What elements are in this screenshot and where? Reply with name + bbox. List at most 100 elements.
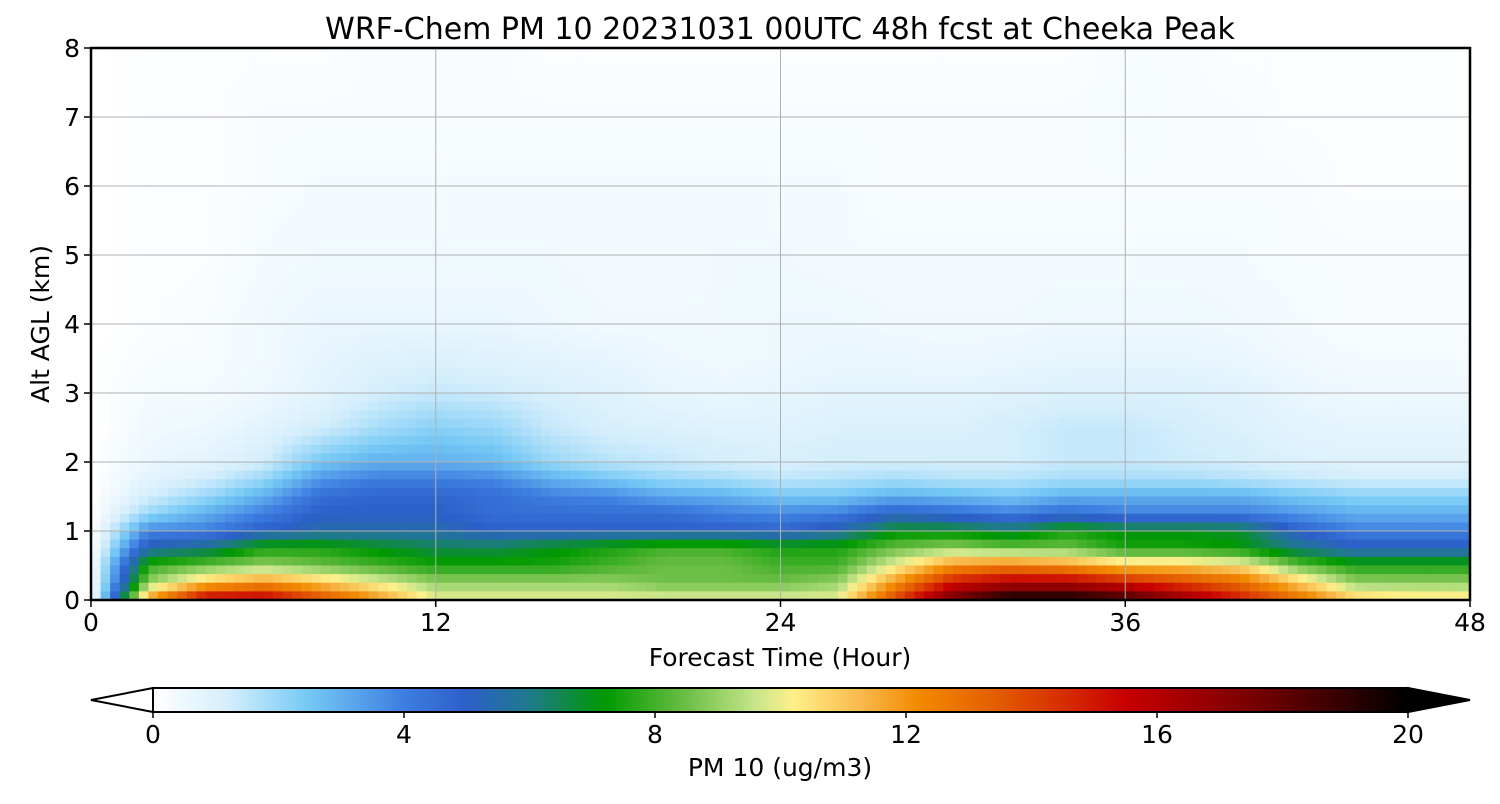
heatmap-cell [837,73,849,84]
heatmap-cell [1153,220,1165,230]
heatmap-cell [904,151,916,161]
heatmap-cell [981,91,992,101]
heatmap-cell [598,48,609,58]
heatmap-cell [263,186,274,196]
heatmap-cell [828,289,839,299]
heatmap-cell [110,142,121,153]
heatmap-cell [521,263,533,273]
heatmap-cell [876,48,887,58]
heatmap-cell [407,151,418,161]
heatmap-cell [904,186,916,196]
heatmap-cell [1412,324,1423,334]
heatmap-cell [474,220,485,230]
heatmap-cell [263,65,274,75]
heatmap-cell [263,315,274,325]
heatmap-cell [1441,108,1452,118]
heatmap-cell [857,220,868,230]
heatmap-cell [914,160,925,170]
heatmap-cell [292,117,303,127]
heatmap-cell [1412,211,1423,222]
heatmap-cell [167,237,178,247]
heatmap-cell [282,99,293,109]
heatmap-cell [167,229,178,239]
heatmap-cell [675,108,686,118]
heatmap-cell [359,272,370,282]
heatmap-cell [828,255,839,265]
heatmap-cell [330,117,341,127]
heatmap-cell [646,194,657,204]
heatmap-cell [1039,341,1050,351]
heatmap-cell [809,125,820,135]
heatmap-cell [914,125,925,135]
heatmap-cell [598,237,609,247]
heatmap-cell [1134,332,1146,342]
heatmap-cell [158,160,169,170]
heatmap-cell [1364,82,1375,92]
heatmap-cell [847,177,858,187]
heatmap-cell [991,48,1002,58]
heatmap-cell [1173,229,1184,239]
heatmap-cell [684,134,695,144]
heatmap-cell [445,298,456,308]
heatmap-cell [215,125,226,135]
heatmap-cell [1460,82,1470,92]
heatmap-cell [1106,289,1117,299]
heatmap-cell [493,65,504,75]
heatmap-cell [1163,73,1174,84]
heatmap-cell [1335,324,1347,334]
heatmap-cell [148,160,159,170]
heatmap-cell [167,91,178,101]
heatmap-cell [311,332,322,342]
heatmap-cell [991,168,1002,178]
heatmap-cell [464,117,475,127]
heatmap-cell [550,315,561,325]
heatmap-cell [723,168,734,178]
heatmap-cell [981,73,992,84]
heatmap-cell [1316,48,1327,58]
heatmap-cell [981,211,992,222]
heatmap-cell [723,56,734,66]
heatmap-cell [1010,203,1021,213]
heatmap-cell [1010,229,1021,239]
heatmap-cell [1058,246,1069,256]
heatmap-cell [732,332,743,342]
heatmap-cell [1039,324,1050,334]
heatmap-cell [1259,332,1270,342]
heatmap-cell [1201,186,1213,196]
heatmap-cell [1345,56,1356,66]
heatmap-cell [703,168,715,178]
heatmap-cell [1192,117,1203,127]
heatmap-cell [1019,289,1031,299]
heatmap-cell [1077,48,1088,58]
heatmap-cell [981,289,992,299]
heatmap-cell [550,255,561,265]
heatmap-cell [1067,117,1078,127]
heatmap-cell [1192,160,1203,170]
heatmap-cell [1249,48,1260,58]
heatmap-cell [933,263,944,273]
heatmap-cell [790,73,801,84]
heatmap-cell [1230,125,1241,135]
heatmap-cell [646,73,657,84]
heatmap-cell [1019,255,1031,265]
heatmap-cell [608,203,619,213]
heatmap-cell [742,315,753,325]
heatmap-cell [1000,229,1011,239]
heatmap-cell [675,332,686,342]
heatmap-cell [1431,237,1442,247]
heatmap-cell [368,186,379,196]
heatmap-cell [205,82,217,92]
heatmap-cell [1173,168,1184,178]
heatmap-cell [253,117,264,127]
heatmap-cell [1086,99,1098,109]
heatmap-cell [100,65,111,75]
heatmap-cell [1086,65,1098,75]
heatmap-cell [186,237,197,247]
heatmap-cell [732,255,743,265]
heatmap-cell [1125,160,1136,170]
heatmap-cell [761,91,772,101]
heatmap-cell [1268,194,1280,204]
heatmap-cell [493,99,504,109]
heatmap-cell [656,82,667,92]
heatmap-cell [972,220,983,230]
